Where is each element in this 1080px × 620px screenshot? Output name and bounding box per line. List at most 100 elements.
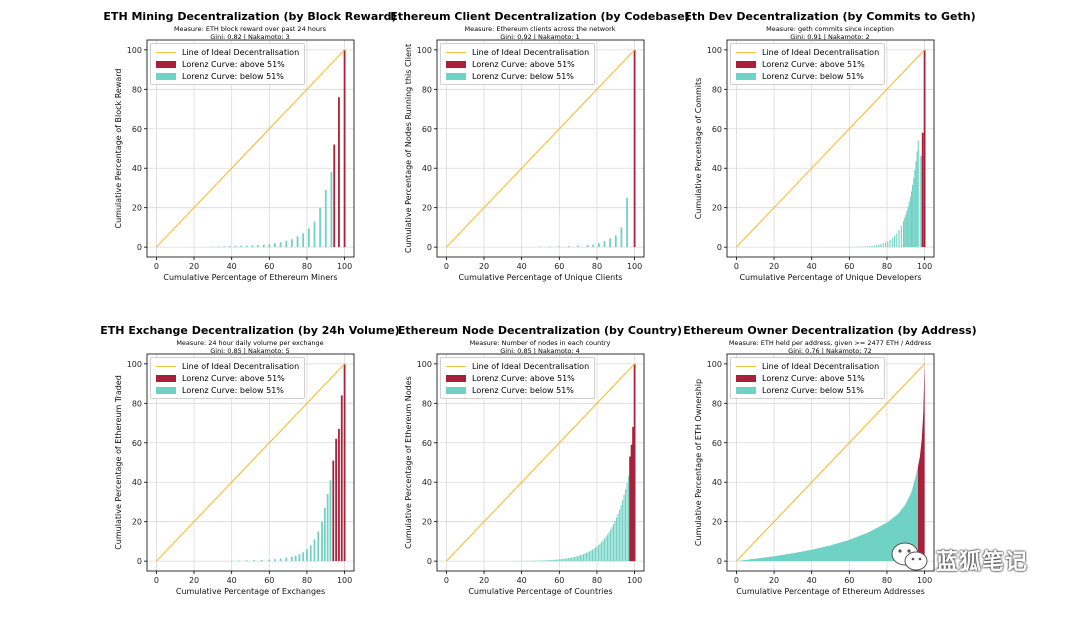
bar-below-51 bbox=[628, 476, 629, 561]
legend-entry-below: Lorenz Curve: below 51% bbox=[736, 70, 879, 82]
y-tick-label: 20 bbox=[712, 204, 722, 213]
legend-entry-ideal: Line of Ideal Decentralisation bbox=[156, 360, 299, 372]
x-tick-label: 0 bbox=[444, 262, 449, 271]
legend-swatch-below bbox=[736, 73, 756, 80]
y-tick-label: 20 bbox=[132, 518, 142, 527]
legend-entry-ideal: Line of Ideal Decentralisation bbox=[736, 46, 879, 58]
bar-below-51 bbox=[321, 522, 323, 561]
bar-below-51 bbox=[566, 558, 567, 561]
y-tick-label: 40 bbox=[712, 478, 722, 487]
bar-below-51 bbox=[615, 521, 616, 561]
bar-below-51 bbox=[246, 560, 248, 561]
bar-below-51 bbox=[583, 554, 584, 561]
x-tick-label: 0 bbox=[154, 262, 159, 271]
legend-label-ideal: Line of Ideal Decentralisation bbox=[762, 48, 879, 57]
y-tick-label: 80 bbox=[422, 85, 432, 94]
legend-label-ideal: Line of Ideal Decentralisation bbox=[762, 362, 879, 371]
x-tick-label: 80 bbox=[302, 262, 312, 271]
bar-below-51 bbox=[280, 242, 282, 247]
bar-below-51 bbox=[235, 246, 237, 247]
x-tick-label: 60 bbox=[264, 262, 274, 271]
legend-entry-above: Lorenz Curve: above 51% bbox=[156, 58, 299, 70]
bar-above-51 bbox=[333, 145, 335, 248]
bar-below-51 bbox=[550, 560, 551, 561]
bar-below-51 bbox=[898, 230, 899, 247]
bar-below-51 bbox=[876, 245, 877, 247]
x-tick-label: 20 bbox=[189, 262, 199, 271]
y-tick-label: 100 bbox=[127, 46, 142, 55]
bar-below-51 bbox=[577, 246, 579, 247]
bar-below-51 bbox=[575, 557, 576, 562]
legend-entry-below: Lorenz Curve: below 51% bbox=[156, 384, 299, 396]
x-tick-label: 80 bbox=[302, 576, 312, 585]
bar-below-51 bbox=[274, 559, 276, 561]
legend-entry-below: Lorenz Curve: below 51% bbox=[446, 384, 589, 396]
legend-entry-below: Lorenz Curve: below 51% bbox=[156, 70, 299, 82]
bar-below-51 bbox=[558, 246, 560, 247]
y-tick-label: 0 bbox=[717, 243, 722, 252]
bar-below-51 bbox=[268, 560, 270, 562]
bar-above-51 bbox=[335, 439, 337, 561]
bar-below-51 bbox=[911, 191, 912, 247]
bar-below-51 bbox=[257, 245, 259, 247]
bar-below-51 bbox=[584, 554, 585, 562]
bar-below-51 bbox=[291, 557, 293, 561]
y-tick-label: 60 bbox=[712, 125, 722, 134]
bar-below-51 bbox=[586, 553, 587, 561]
bar-above-51 bbox=[924, 50, 926, 247]
x-tick-label: 40 bbox=[517, 262, 527, 271]
legend-label-below: Lorenz Curve: below 51% bbox=[762, 386, 864, 395]
bar-below-51 bbox=[609, 238, 611, 247]
bar-below-51 bbox=[238, 561, 240, 562]
bar-above-51 bbox=[344, 364, 346, 561]
bar-below-51 bbox=[539, 561, 540, 562]
wechat-icon bbox=[890, 540, 930, 574]
legend-label-below: Lorenz Curve: below 51% bbox=[472, 72, 574, 81]
legend-label-above: Lorenz Curve: above 51% bbox=[472, 374, 575, 383]
bar-below-51 bbox=[261, 560, 263, 561]
bar-above-51 bbox=[338, 429, 340, 561]
chart-panel-dev: Eth Dev Decentralization (by Commits to … bbox=[680, 6, 980, 306]
x-axis-label: Cumulative Percentage of Unique Develope… bbox=[739, 273, 921, 282]
y-axis-label: Cumulative Percentage of Block Reward bbox=[114, 69, 123, 229]
legend-label-below: Lorenz Curve: below 51% bbox=[182, 386, 284, 395]
y-tick-label: 40 bbox=[132, 478, 142, 487]
x-tick-label: 100 bbox=[627, 262, 642, 271]
y-tick-label: 100 bbox=[417, 46, 432, 55]
bar-below-51 bbox=[612, 527, 613, 561]
chart-legend: Line of Ideal Decentralisation Lorenz Cur… bbox=[730, 357, 885, 399]
bar-below-51 bbox=[869, 246, 870, 247]
bar-below-51 bbox=[565, 559, 566, 562]
bar-below-51 bbox=[627, 483, 628, 561]
legend-label-below: Lorenz Curve: below 51% bbox=[762, 72, 864, 81]
bar-below-51 bbox=[601, 542, 602, 561]
bar-below-51 bbox=[608, 532, 609, 561]
bar-below-51 bbox=[223, 246, 225, 247]
bar-below-51 bbox=[626, 198, 628, 247]
y-tick-label: 40 bbox=[422, 164, 432, 173]
bar-below-51 bbox=[547, 560, 548, 561]
legend-label-below: Lorenz Curve: below 51% bbox=[182, 72, 284, 81]
x-tick-label: 0 bbox=[154, 576, 159, 585]
bar-below-51 bbox=[538, 561, 539, 562]
bar-below-51 bbox=[903, 221, 904, 247]
bar-below-51 bbox=[596, 546, 597, 561]
bar-below-51 bbox=[553, 560, 554, 561]
legend-swatch-below bbox=[446, 387, 466, 394]
bar-below-51 bbox=[569, 558, 570, 561]
y-tick-label: 20 bbox=[712, 518, 722, 527]
legend-entry-above: Lorenz Curve: above 51% bbox=[736, 58, 879, 70]
legend-entry-above: Lorenz Curve: above 51% bbox=[446, 372, 589, 384]
bar-below-51 bbox=[280, 559, 282, 562]
x-tick-label: 80 bbox=[882, 262, 892, 271]
bar-below-51 bbox=[619, 510, 620, 562]
y-tick-label: 40 bbox=[422, 478, 432, 487]
bar-below-51 bbox=[310, 545, 312, 561]
bar-below-51 bbox=[906, 211, 907, 247]
legend-entry-ideal: Line of Ideal Decentralisation bbox=[156, 46, 299, 58]
legend-swatch-above bbox=[156, 375, 176, 382]
x-tick-label: 0 bbox=[734, 576, 739, 585]
bar-below-51 bbox=[541, 560, 542, 561]
